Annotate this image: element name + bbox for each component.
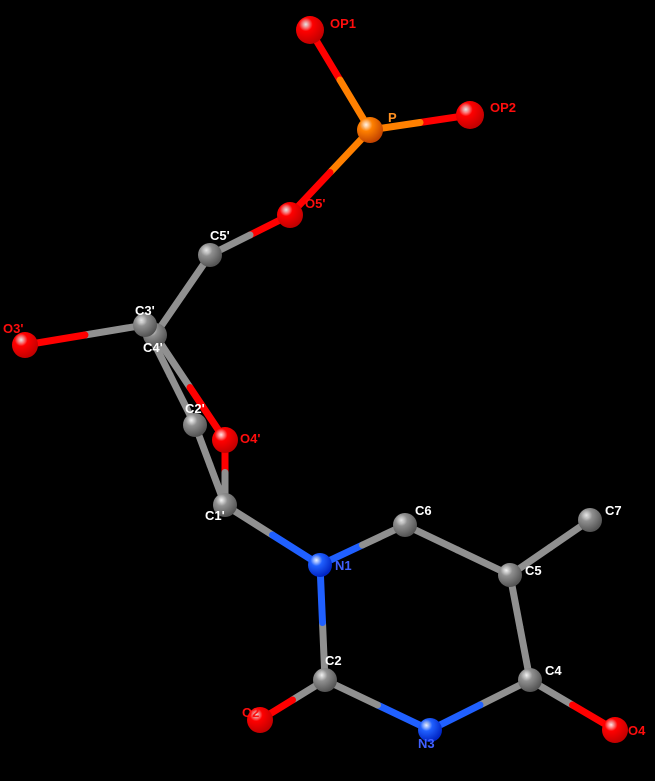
atom-label-C4: C4: [545, 663, 562, 678]
atom-O4'[interactable]: [212, 427, 238, 453]
atom-C2'[interactable]: [183, 413, 207, 437]
atom-C2[interactable]: [313, 668, 337, 692]
atom-OP1[interactable]: [296, 16, 324, 44]
atom-O4[interactable]: [602, 717, 628, 743]
atom-C6[interactable]: [393, 513, 417, 537]
atom-label-C1': C1': [205, 508, 225, 523]
atom-label-P: P: [388, 110, 397, 125]
atom-label-O4': O4': [240, 431, 260, 446]
atom-label-C5': C5': [210, 228, 230, 243]
atom-label-C3': C3': [135, 303, 155, 318]
atom-C5[interactable]: [498, 563, 522, 587]
atom-label-O2: O2: [242, 705, 259, 720]
atom-C5'[interactable]: [198, 243, 222, 267]
atom-label-OP1: OP1: [330, 16, 356, 31]
atom-O5'[interactable]: [277, 202, 303, 228]
atom-label-C5: C5: [525, 563, 542, 578]
atom-label-C4': C4': [143, 340, 163, 355]
molecule-viewer[interactable]: OP1 OP2 P O5' C5' C4' C3' O3' C2' O4' C1' N1 C6 C5 C7 C…: [0, 0, 655, 781]
atom-C7[interactable]: [578, 508, 602, 532]
atom-N1[interactable]: [308, 553, 332, 577]
atom-label-N1: N1: [335, 558, 352, 573]
atom-label-C6: C6: [415, 503, 432, 518]
bonds-layer: [25, 30, 615, 730]
atom-OP2[interactable]: [456, 101, 484, 129]
atom-label-O3': O3': [3, 321, 23, 336]
atom-label-O4: O4: [628, 723, 646, 738]
atom-C4[interactable]: [518, 668, 542, 692]
atom-label-C7: C7: [605, 503, 622, 518]
atom-label-N3: N3: [418, 736, 435, 751]
atom-label-C2: C2: [325, 653, 342, 668]
atom-label-O5': O5': [305, 196, 325, 211]
atom-label-C2': C2': [185, 401, 205, 416]
atom-P[interactable]: [357, 117, 383, 143]
atom-label-OP2: OP2: [490, 100, 516, 115]
